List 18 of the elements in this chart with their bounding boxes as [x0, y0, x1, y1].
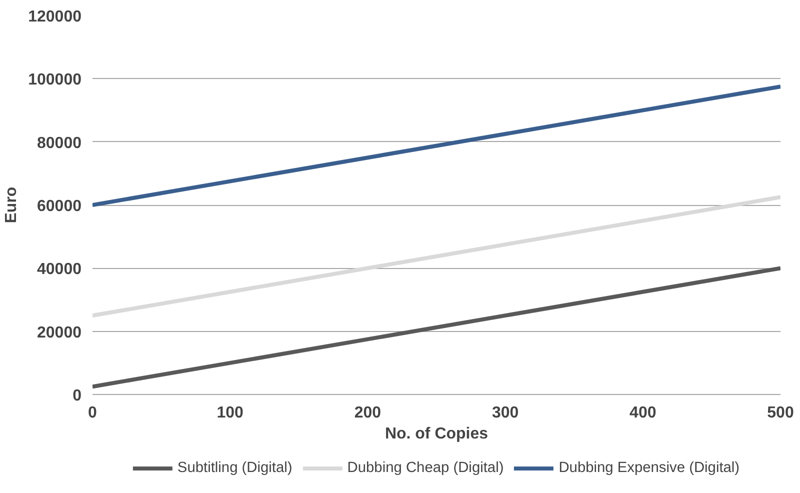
legend-label: Dubbing Cheap (Digital)	[347, 460, 504, 476]
x-tick-label: 200	[354, 404, 382, 422]
x-tick-label: 100	[216, 404, 244, 422]
y-tick-label: 40000	[37, 261, 82, 278]
x-tick-label: 500	[767, 404, 794, 422]
legend-label: Dubbing Expensive (Digital)	[558, 460, 740, 476]
y-tick-label: 60000	[37, 198, 82, 215]
x-tick-label: 400	[630, 404, 656, 422]
y-tick-label: 80000	[37, 134, 82, 152]
y-axis-title: Euro	[3, 186, 20, 224]
x-tick-label: 0	[88, 404, 98, 422]
x-axis-title: No. of Copies	[384, 426, 488, 442]
y-tick-label: 0	[72, 388, 82, 404]
x-tick-label: 300	[492, 404, 519, 422]
legend-label: Subtitling (Digital)	[177, 460, 292, 476]
y-tick-label: 120000	[28, 8, 82, 26]
y-tick-label: 100000	[28, 72, 82, 89]
y-tick-label: 20000	[37, 324, 82, 342]
